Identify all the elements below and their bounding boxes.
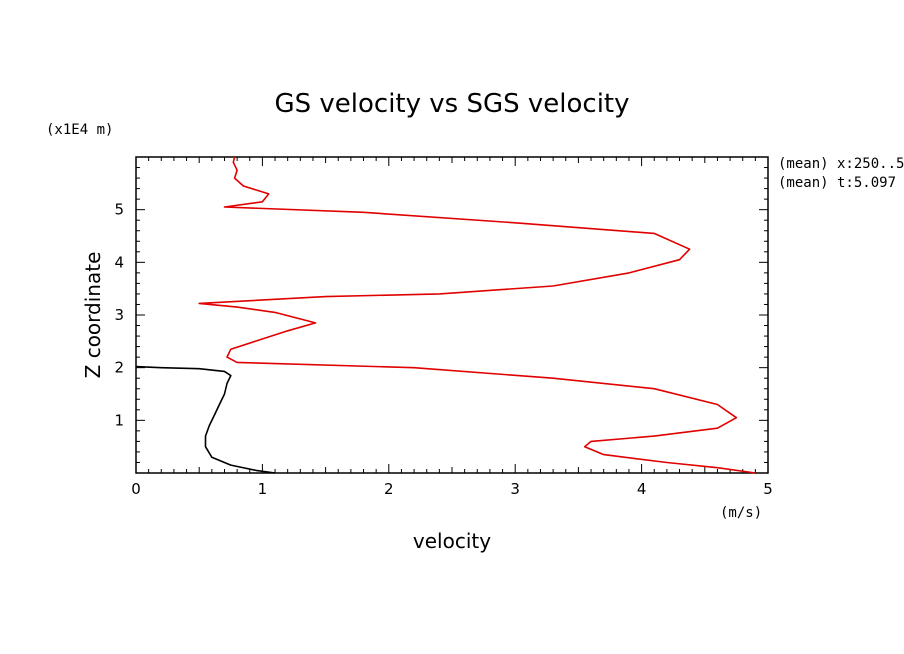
x-unit-label: (m/s): [720, 505, 762, 521]
plot-frame: [135, 156, 769, 474]
y-tick-label: 3: [114, 306, 124, 324]
x-axis-label: velocity: [413, 529, 491, 553]
y-tick-label: 2: [114, 359, 124, 377]
x-tick-label: 3: [510, 480, 520, 498]
x-tick-label: 1: [258, 480, 268, 498]
axis-ticks: [135, 156, 769, 474]
annotation-mean-x: (mean) x:250..5: [778, 156, 904, 172]
y-tick-label: 1: [114, 411, 124, 429]
y-unit-label: (x1E4 m): [46, 122, 113, 138]
data-series: [135, 156, 756, 474]
gs-velocity-line: [198, 156, 756, 474]
y-axis-label: Z coordinate: [81, 252, 105, 379]
annotation-mean-t: (mean) t:5.097: [778, 175, 896, 191]
x-tick-label: 5: [763, 480, 773, 498]
x-tick-label: 0: [131, 480, 141, 498]
axis-tick-labels: 0 1 2 3 4 5 1 2 3 4 5: [114, 201, 772, 498]
x-tick-label: 4: [637, 480, 647, 498]
sgs-velocity-line: [135, 365, 276, 474]
chart-title: GS velocity vs SGS velocity: [274, 89, 629, 119]
y-tick-label: 5: [114, 201, 124, 219]
y-tick-label: 4: [114, 253, 124, 271]
x-tick-label: 2: [384, 480, 394, 498]
